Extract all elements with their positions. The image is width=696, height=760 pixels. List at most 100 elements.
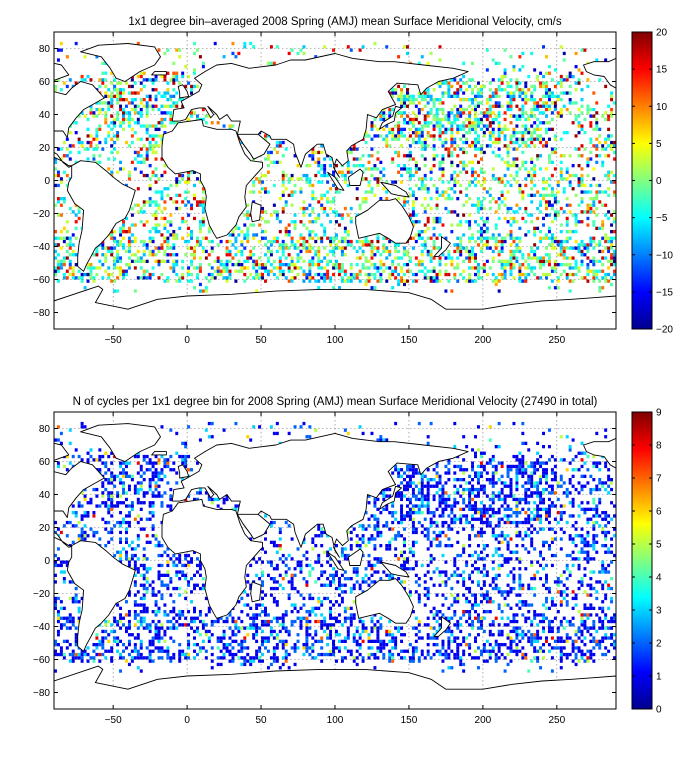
- data-cell: [379, 266, 383, 270]
- data-cell: [530, 140, 534, 145]
- data-cell: [559, 154, 563, 158]
- data-cell: [151, 170, 155, 174]
- data-cell: [56, 613, 60, 617]
- data-cell: [497, 94, 501, 98]
- data-cell: [376, 633, 380, 637]
- data-cell: [133, 646, 137, 650]
- data-cell: [545, 236, 548, 240]
- data-cell: [355, 256, 359, 260]
- data-cell: [542, 256, 546, 260]
- data-cell: [468, 98, 472, 102]
- data-cell: [456, 649, 460, 653]
- data-cell: [225, 643, 229, 647]
- data-cell: [119, 239, 123, 244]
- data-cell: [246, 646, 250, 650]
- data-cell: [414, 167, 418, 171]
- data-cell: [509, 629, 513, 634]
- data-cell: [190, 114, 194, 118]
- data-cell: [610, 91, 614, 95]
- data-cell: [269, 629, 273, 634]
- data-cell: [471, 140, 475, 145]
- data-cell: [497, 61, 501, 65]
- data-cell: [435, 124, 439, 128]
- data-cell: [435, 649, 439, 653]
- data-cell: [222, 656, 226, 660]
- data-cell: [376, 233, 380, 237]
- data-cell: [444, 596, 448, 601]
- data-cell: [583, 243, 587, 247]
- data-cell: [305, 616, 309, 620]
- data-cell: [400, 131, 404, 135]
- data-cell: [95, 652, 99, 657]
- data-cell: [210, 623, 214, 627]
- data-cell: [367, 639, 371, 643]
- data-cell: [56, 259, 60, 263]
- data-cell: [59, 649, 63, 653]
- data-cell: [249, 253, 253, 257]
- data-cell: [243, 45, 247, 49]
- data-cell: [59, 41, 63, 46]
- data-cell: [299, 220, 303, 224]
- data-cell: [293, 643, 297, 647]
- data-cell: [420, 55, 424, 59]
- data-cell: [317, 180, 321, 184]
- data-cell: [574, 263, 578, 267]
- data-cell: [533, 170, 537, 174]
- data-cell: [408, 193, 412, 197]
- data-cell: [332, 649, 335, 653]
- data-cell: [417, 61, 421, 65]
- data-cell: [269, 593, 273, 597]
- data-cell: [139, 639, 143, 643]
- data-cell: [370, 249, 374, 254]
- data-cell: [568, 91, 572, 95]
- data-cell: [400, 256, 404, 260]
- data-cell: [266, 636, 270, 640]
- data-cell: [264, 236, 267, 240]
- data-cell: [373, 124, 377, 128]
- data-cell: [503, 623, 507, 627]
- data-cell: [302, 173, 306, 178]
- data-cell: [335, 659, 338, 663]
- data-cell: [358, 269, 362, 273]
- data-cell: [116, 249, 120, 254]
- data-cell: [506, 652, 510, 657]
- data-cell: [423, 117, 427, 122]
- data-cell: [222, 276, 226, 280]
- data-cell: [488, 629, 492, 634]
- data-cell: [264, 220, 267, 224]
- data-cell: [479, 249, 483, 254]
- data-cell: [453, 210, 457, 214]
- data-cell: [438, 121, 442, 125]
- data-cell: [346, 649, 350, 653]
- data-cell: [521, 193, 525, 197]
- data-cell: [175, 180, 179, 184]
- data-cell: [444, 140, 448, 145]
- data-cell: [80, 74, 84, 79]
- data-cell: [187, 639, 191, 643]
- data-cell: [577, 164, 581, 168]
- data-cell: [278, 272, 282, 277]
- data-cell: [317, 606, 321, 610]
- data-cell: [154, 94, 158, 98]
- data-cell: [411, 649, 415, 653]
- data-cell: [290, 48, 294, 52]
- data-cell: [453, 610, 457, 614]
- data-cell: [231, 124, 235, 128]
- data-cell: [346, 239, 350, 244]
- data-cell: [468, 623, 472, 627]
- data-cell: [127, 173, 131, 178]
- data-cell: [462, 98, 466, 102]
- data-cell: [571, 639, 575, 643]
- data-cell: [264, 263, 267, 267]
- data-cell: [323, 246, 327, 250]
- data-cell: [515, 131, 519, 135]
- data-cell: [133, 636, 137, 640]
- data-cell: [122, 643, 125, 647]
- data-cell: [515, 124, 519, 128]
- data-cell: [110, 71, 114, 75]
- data-cell: [405, 45, 409, 49]
- data-cell: [503, 276, 507, 280]
- data-cell: [89, 104, 93, 108]
- data-cell: [364, 200, 368, 204]
- data-cell: [337, 269, 341, 273]
